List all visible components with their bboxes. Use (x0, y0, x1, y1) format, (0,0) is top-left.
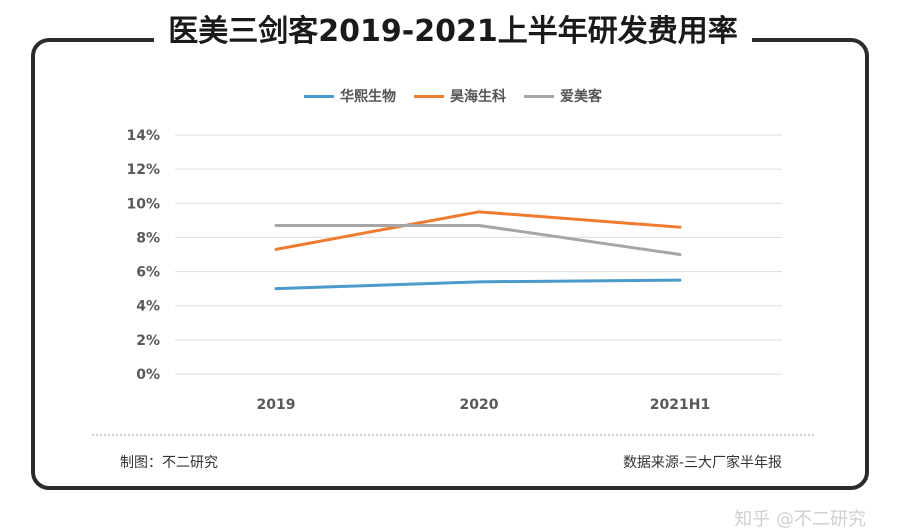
series-line-2 (274, 223, 682, 256)
data-source: 数据来源-三大厂家半年报 (622, 455, 782, 471)
y-tick-label: 10% (126, 196, 160, 212)
legend-swatch-huaxi (304, 94, 334, 98)
y-tick-label: 2% (136, 333, 160, 349)
chart-title-text: 医美三剑客2019-2021上半年研发费用率 (154, 14, 752, 49)
y-tick-label: 0% (136, 367, 160, 383)
series-line-1 (274, 210, 682, 251)
y-tick-label: 8% (136, 230, 160, 246)
legend-swatch-haohai (414, 94, 444, 98)
series-line-0 (274, 278, 682, 291)
chart-credit: 制图：不二研究 (120, 455, 218, 471)
chart-title: 医美三剑客2019-2021上半年研发费用率 (0, 8, 906, 56)
legend-label-haohai: 昊海生科 (450, 89, 506, 105)
x-tick-label: 2021H1 (650, 397, 710, 413)
legend-label-aimeike: 爱美客 (560, 89, 602, 105)
y-tick-label: 6% (136, 265, 160, 281)
footer-divider (92, 434, 814, 436)
y-tick-label: 12% (126, 162, 160, 178)
legend-item-haohai: 昊海生科 (414, 86, 506, 106)
legend: 华熙生物 昊海生科 爱美客 (0, 86, 906, 106)
watermark: 知乎 @不二研究 (734, 509, 866, 530)
legend-item-huaxi: 华熙生物 (304, 86, 396, 106)
legend-label-huaxi: 华熙生物 (340, 89, 396, 105)
legend-swatch-aimeike (524, 94, 554, 98)
y-tick-label: 4% (136, 299, 160, 315)
y-tick-label: 14% (126, 128, 160, 144)
x-tick-label: 2020 (460, 397, 499, 413)
x-tick-label: 2019 (257, 397, 296, 413)
legend-item-aimeike: 爱美客 (524, 86, 602, 106)
